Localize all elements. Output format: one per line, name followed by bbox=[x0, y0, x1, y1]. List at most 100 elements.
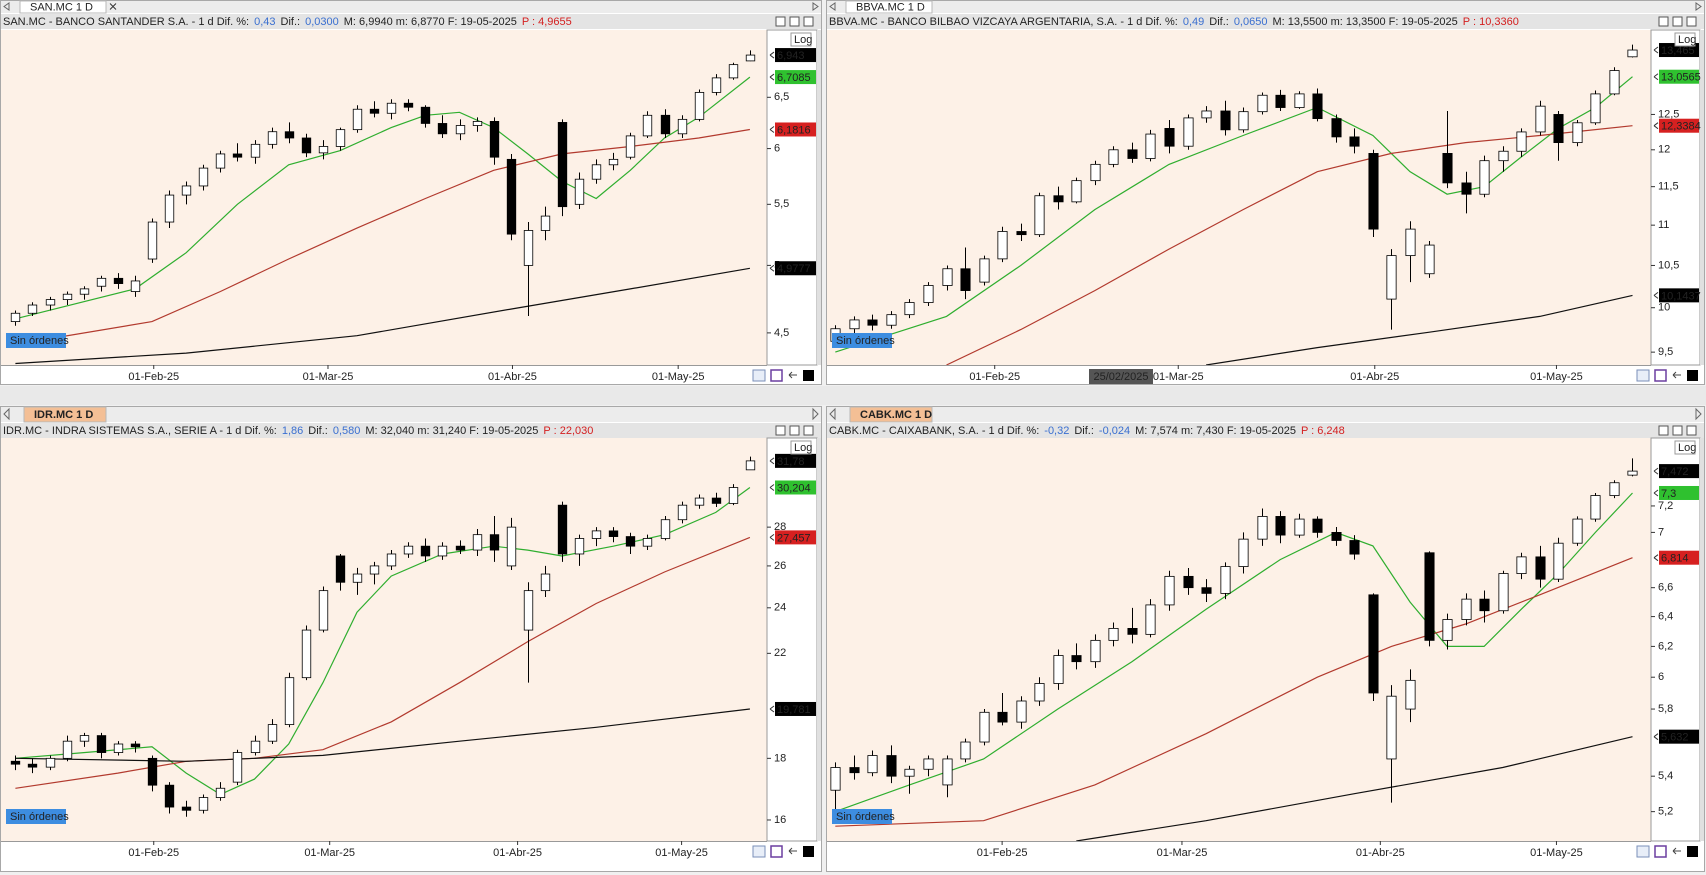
toolbar-color[interactable] bbox=[803, 370, 814, 381]
tab-scroll-left[interactable] bbox=[3, 2, 10, 11]
plot-area bbox=[1, 30, 767, 365]
toolbar-color[interactable] bbox=[1687, 846, 1698, 857]
moving-average bbox=[835, 76, 1633, 353]
tab[interactable] bbox=[845, 0, 933, 14]
tab-scroll-right[interactable] bbox=[812, 2, 819, 11]
candle-body bbox=[1183, 575, 1194, 589]
tab-scroll-left[interactable] bbox=[829, 407, 836, 421]
tab-scroll-left[interactable] bbox=[3, 407, 10, 421]
tab-scroll-right[interactable] bbox=[812, 407, 819, 421]
toolbar-zoom[interactable] bbox=[752, 845, 766, 858]
toolbar-color[interactable] bbox=[1687, 370, 1698, 381]
x-tick-label: 01-May-25 bbox=[1530, 371, 1583, 383]
log-button[interactable] bbox=[1674, 32, 1696, 47]
order-label-bg[interactable] bbox=[6, 333, 66, 348]
window-button[interactable] bbox=[803, 425, 814, 436]
candle-body bbox=[27, 304, 38, 314]
x-tick-label: 01-Mar-25 bbox=[1153, 371, 1204, 383]
toolbar-save[interactable] bbox=[1654, 845, 1667, 858]
candle-body bbox=[608, 530, 619, 537]
price-tag-label: 12,3384 bbox=[1661, 121, 1701, 133]
x-tick-label: 01-Abr-25 bbox=[488, 371, 537, 383]
order-label-bg[interactable] bbox=[832, 809, 892, 824]
toolbar-save[interactable] bbox=[770, 369, 783, 382]
toolbar-arrow[interactable] bbox=[788, 371, 797, 379]
window-button[interactable] bbox=[789, 425, 800, 436]
candle-body bbox=[1201, 587, 1212, 594]
tab[interactable] bbox=[23, 406, 107, 423]
tab[interactable] bbox=[849, 406, 933, 423]
header-field: M: 13,5500 m: 13,3500 F: 19-05-2025 bbox=[1272, 16, 1457, 28]
order-label: Sin órdenes bbox=[10, 335, 69, 347]
candle-body bbox=[1627, 49, 1638, 58]
window-button[interactable] bbox=[1686, 425, 1697, 436]
tab-close[interactable] bbox=[109, 3, 117, 10]
moving-average bbox=[15, 128, 750, 345]
candle-body bbox=[867, 319, 878, 326]
candle-body bbox=[386, 102, 397, 114]
toolbar-zoom[interactable] bbox=[752, 369, 766, 382]
toolbar-arrow[interactable] bbox=[1672, 371, 1681, 379]
tab-label: CABK.MC 1 D bbox=[860, 409, 932, 421]
candle-body bbox=[250, 143, 261, 158]
window-button[interactable] bbox=[803, 16, 814, 27]
window-button[interactable] bbox=[1686, 16, 1697, 27]
candle-body bbox=[1090, 639, 1101, 663]
tag-pointer bbox=[769, 264, 775, 272]
price-tag-label: 30,204 bbox=[777, 482, 811, 494]
candle-body bbox=[694, 497, 705, 506]
header-field: 0,0300 bbox=[305, 16, 339, 28]
toolbar-color[interactable] bbox=[803, 846, 814, 857]
window-button[interactable] bbox=[1672, 425, 1683, 436]
toolbar-arrow[interactable] bbox=[788, 847, 797, 855]
tab-scroll-right[interactable] bbox=[1695, 407, 1702, 421]
candle-body bbox=[10, 760, 21, 765]
toolbar-zoom[interactable] bbox=[1636, 369, 1650, 382]
y-tick-label: 11 bbox=[1658, 219, 1669, 231]
price-tag bbox=[775, 261, 816, 276]
order-label-bg[interactable] bbox=[832, 333, 892, 348]
header-field: P : 6,248 bbox=[1301, 425, 1345, 437]
crosshair-label-bg bbox=[1089, 369, 1153, 384]
candle-body bbox=[1590, 495, 1601, 520]
candle-body bbox=[942, 268, 953, 286]
window-button[interactable] bbox=[1658, 16, 1669, 27]
candle-body bbox=[1201, 110, 1212, 119]
candle-body bbox=[215, 153, 226, 169]
toolbar-save[interactable] bbox=[1654, 369, 1667, 382]
candle-body bbox=[1127, 628, 1138, 635]
candle-body bbox=[301, 137, 312, 154]
candles bbox=[10, 456, 756, 817]
window-button[interactable] bbox=[1672, 16, 1683, 27]
log-button[interactable] bbox=[1674, 440, 1696, 455]
log-button[interactable] bbox=[790, 440, 812, 455]
scrollbar bbox=[817, 30, 821, 365]
tab-scroll-right[interactable] bbox=[1695, 2, 1702, 11]
candle-body bbox=[455, 125, 466, 135]
toolbar-zoom[interactable] bbox=[1636, 845, 1650, 858]
price-tag-label: 27,457 bbox=[777, 532, 811, 544]
candle-body bbox=[608, 158, 619, 166]
tab-scroll-left[interactable] bbox=[829, 2, 836, 11]
toolbar-save[interactable] bbox=[770, 845, 783, 858]
x-tick-label: 01-May-25 bbox=[652, 371, 705, 383]
tab-bar bbox=[827, 1, 1704, 13]
order-label-bg[interactable] bbox=[6, 809, 66, 824]
toolbar-arrow[interactable] bbox=[1672, 847, 1681, 855]
moving-average bbox=[15, 76, 751, 320]
window-button[interactable] bbox=[775, 425, 786, 436]
price-tag-label: 7,3 bbox=[1661, 488, 1676, 500]
candle-body bbox=[997, 231, 1008, 260]
window-button[interactable] bbox=[789, 16, 800, 27]
candle-body bbox=[1053, 655, 1064, 684]
window-button[interactable] bbox=[1658, 425, 1669, 436]
x-tick-label: 01-Feb-25 bbox=[977, 847, 1028, 859]
price-tag-label: 10,1437 bbox=[1661, 290, 1701, 302]
candle-body bbox=[267, 724, 278, 742]
tab[interactable] bbox=[19, 0, 107, 14]
candle-body bbox=[147, 221, 158, 260]
log-button[interactable] bbox=[790, 32, 812, 47]
candle-body bbox=[96, 277, 107, 287]
candle-body bbox=[1090, 163, 1101, 182]
window-button[interactable] bbox=[775, 16, 786, 27]
